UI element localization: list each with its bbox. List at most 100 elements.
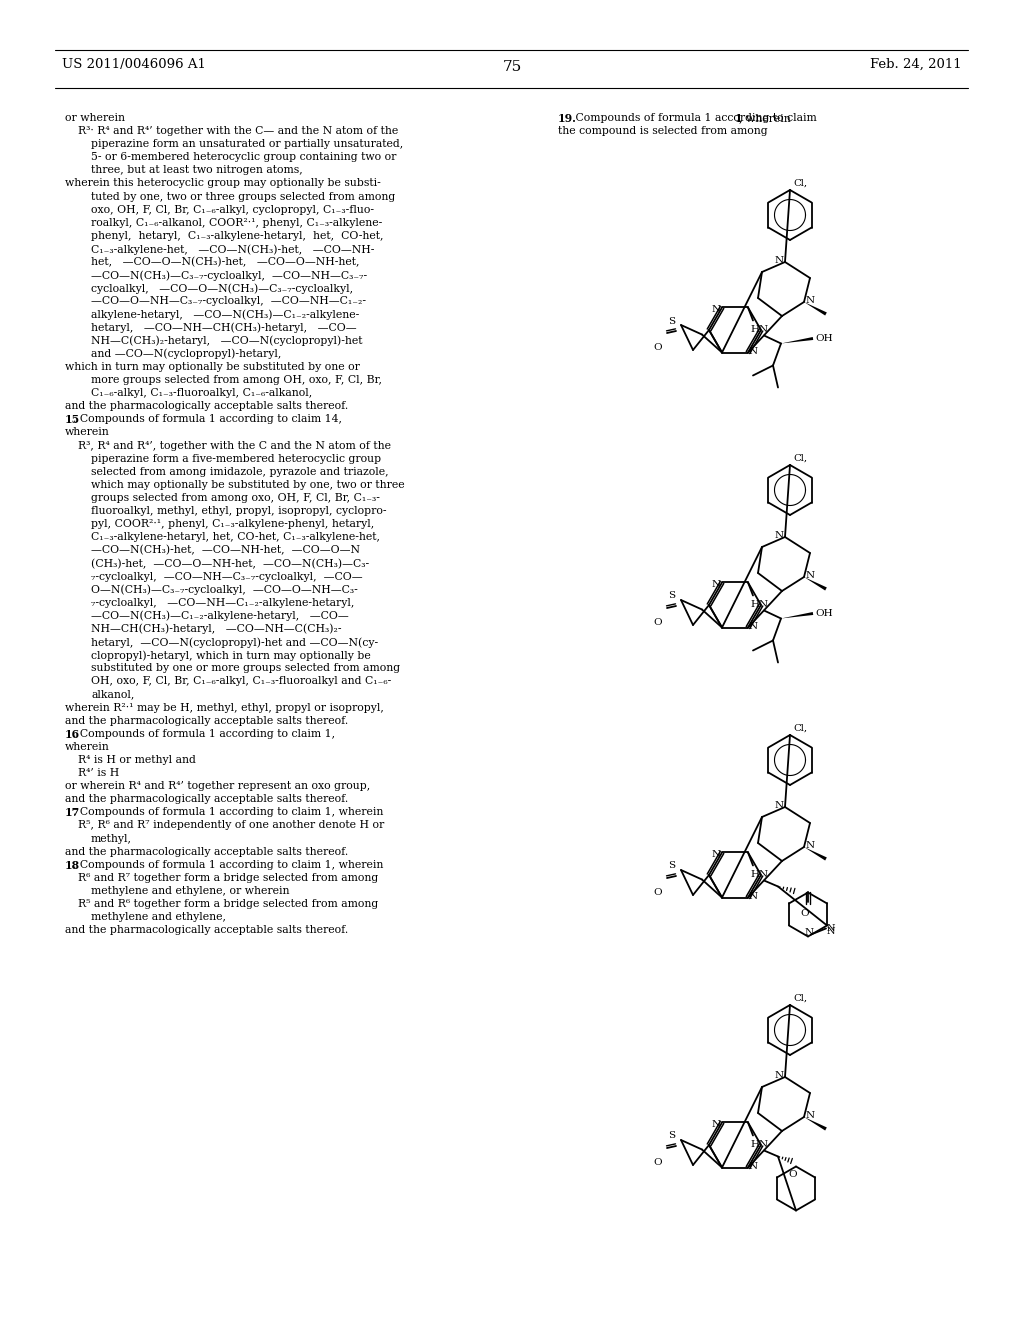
Text: N: N (712, 305, 721, 314)
Text: O: O (653, 343, 663, 352)
Text: C₁₋₃-alkylene-hetaryl, het, CO-het, C₁₋₃-alkylene-het,: C₁₋₃-alkylene-hetaryl, het, CO-het, C₁₋₃… (91, 532, 380, 543)
Text: 75: 75 (503, 59, 521, 74)
Text: S: S (669, 591, 676, 601)
Text: 1: 1 (734, 114, 742, 124)
Text: 19.: 19. (558, 114, 577, 124)
Text: Feb. 24, 2011: Feb. 24, 2011 (870, 58, 962, 71)
Text: . Compounds of formula 1 according to claim 14,: . Compounds of formula 1 according to cl… (73, 414, 342, 424)
Text: ₇-cycloalkyl,  —CO—NH—C₃₋₇-cycloalkyl,  —CO—: ₇-cycloalkyl, —CO—NH—C₃₋₇-cycloalkyl, —C… (91, 572, 362, 582)
Text: —CO—N(CH₃)—C₁₋₂-alkylene-hetaryl,   —CO—: —CO—N(CH₃)—C₁₋₂-alkylene-hetaryl, —CO— (91, 611, 349, 622)
Text: C₁₋₃-alkylene-het,   —CO—N(CH₃)-het,   —CO—NH-: C₁₋₃-alkylene-het, —CO—N(CH₃)-het, —CO—N… (91, 244, 375, 255)
Text: OH: OH (815, 334, 833, 343)
Text: HN: HN (750, 870, 768, 879)
Text: more groups selected from among OH, oxo, F, Cl, Br,: more groups selected from among OH, oxo,… (91, 375, 382, 385)
Text: phenyl,  hetaryl,  C₁₋₃-alkylene-hetaryl,  het,  CO-het,: phenyl, hetaryl, C₁₋₃-alkylene-hetaryl, … (91, 231, 384, 240)
Text: N: N (712, 581, 721, 590)
Text: N: N (805, 928, 813, 937)
Text: and —CO—N(cyclopropyl)-hetaryl,: and —CO—N(cyclopropyl)-hetaryl, (91, 348, 282, 359)
Text: S: S (669, 317, 676, 326)
Text: N: N (749, 622, 758, 631)
Text: Cl,: Cl, (793, 994, 807, 1003)
Text: 5- or 6-membered heterocyclic group containing two or: 5- or 6-membered heterocyclic group cont… (91, 152, 396, 162)
Text: R⁴ is H or methyl and: R⁴ is H or methyl and (78, 755, 196, 764)
Text: Cl,: Cl, (793, 454, 807, 463)
Text: R⁵ and R⁶ together form a bridge selected from among: R⁵ and R⁶ together form a bridge selecte… (78, 899, 378, 909)
Text: NH—C(CH₃)₂-hetaryl,   —CO—N(cyclopropyl)-het: NH—C(CH₃)₂-hetaryl, —CO—N(cyclopropyl)-h… (91, 335, 362, 346)
Text: N: N (749, 1162, 758, 1171)
Text: O: O (653, 618, 663, 627)
Text: hetaryl,  —CO—N(cyclopropyl)-het and —CO—N(cy-: hetaryl, —CO—N(cyclopropyl)-het and —CO—… (91, 638, 378, 648)
Text: wherein: wherein (65, 428, 110, 437)
Polygon shape (804, 302, 826, 315)
Text: —CO—N(CH₃)-het,  —CO—NH-het,  —CO—O—N: —CO—N(CH₃)-het, —CO—NH-het, —CO—O—N (91, 545, 360, 556)
Polygon shape (804, 847, 826, 861)
Text: pyl, COOR²·¹, phenyl, C₁₋₃-alkylene-phenyl, hetaryl,: pyl, COOR²·¹, phenyl, C₁₋₃-alkylene-phen… (91, 519, 374, 529)
Text: Compounds of formula 1 according to claim: Compounds of formula 1 according to clai… (572, 114, 820, 123)
Text: O: O (801, 909, 809, 919)
Text: N: N (712, 1121, 721, 1130)
Text: N: N (806, 572, 815, 579)
Text: R⁶ and R⁷ together form a bridge selected from among: R⁶ and R⁷ together form a bridge selecte… (78, 873, 378, 883)
Text: Cl,: Cl, (793, 180, 807, 187)
Text: clopropyl)-hetaryl, which in turn may optionally be: clopropyl)-hetaryl, which in turn may op… (91, 651, 371, 661)
Text: fluoroalkyl, methyl, ethyl, propyl, isopropyl, cyclopro-: fluoroalkyl, methyl, ethyl, propyl, isop… (91, 506, 386, 516)
Polygon shape (781, 337, 813, 343)
Text: HN: HN (750, 1140, 768, 1150)
Text: S: S (669, 1131, 676, 1140)
Text: N: N (775, 801, 784, 810)
Text: methylene and ethylene, or wherein: methylene and ethylene, or wherein (91, 886, 290, 896)
Text: three, but at least two nitrogen atoms,: three, but at least two nitrogen atoms, (91, 165, 303, 176)
Text: O—N(CH₃)—C₃₋₇-cycloalkyl,  —CO—O—NH—C₃-: O—N(CH₃)—C₃₋₇-cycloalkyl, —CO—O—NH—C₃- (91, 585, 357, 595)
Text: wherein R²·¹ may be H, methyl, ethyl, propyl or isopropyl,: wherein R²·¹ may be H, methyl, ethyl, pr… (65, 702, 384, 713)
Polygon shape (804, 577, 826, 590)
Text: N: N (775, 256, 784, 265)
Text: N: N (749, 891, 758, 900)
Text: S: S (669, 862, 676, 870)
Text: N: N (806, 296, 815, 305)
Text: roalkyl, C₁₋₆-alkanol, COOR²·¹, phenyl, C₁₋₃-alkylene-: roalkyl, C₁₋₆-alkanol, COOR²·¹, phenyl, … (91, 218, 382, 228)
Text: substituted by one or more groups selected from among: substituted by one or more groups select… (91, 663, 400, 673)
Text: and the pharmacologically acceptable salts thereof.: and the pharmacologically acceptable sal… (65, 846, 348, 857)
Text: US 2011/0046096 A1: US 2011/0046096 A1 (62, 58, 206, 71)
Text: and the pharmacologically acceptable salts thereof.: and the pharmacologically acceptable sal… (65, 715, 348, 726)
Text: het,   —CO—O—N(CH₃)-het,   —CO—O—NH-het,: het, —CO—O—N(CH₃)-het, —CO—O—NH-het, (91, 257, 359, 268)
Text: wherein this heterocyclic group may optionally be substi-: wherein this heterocyclic group may opti… (65, 178, 381, 189)
Text: methyl,: methyl, (91, 833, 132, 843)
Text: Cl,: Cl, (793, 723, 807, 733)
Text: alkylene-hetaryl,   —CO—N(CH₃)—C₁₋₂-alkylene-: alkylene-hetaryl, —CO—N(CH₃)—C₁₋₂-alkyle… (91, 309, 359, 319)
Text: 18: 18 (65, 859, 80, 871)
Text: piperazine form a five-membered heterocyclic group: piperazine form a five-membered heterocy… (91, 454, 381, 463)
Text: N: N (827, 928, 836, 936)
Text: or wherein R⁴ and R⁴’ together represent an oxo group,: or wherein R⁴ and R⁴’ together represent… (65, 781, 371, 791)
Polygon shape (804, 1117, 826, 1130)
Text: N: N (775, 531, 784, 540)
Text: alkanol,: alkanol, (91, 689, 134, 700)
Text: N: N (775, 1071, 784, 1080)
Text: , wherein: , wherein (738, 114, 791, 123)
Text: N: N (827, 924, 836, 933)
Text: (CH₃)-het,  —CO—O—NH-het,  —CO—N(CH₃)—C₃-: (CH₃)-het, —CO—O—NH-het, —CO—N(CH₃)—C₃- (91, 558, 369, 569)
Text: OH, oxo, F, Cl, Br, C₁₋₆-alkyl, C₁₋₃-fluoroalkyl and C₁₋₆-: OH, oxo, F, Cl, Br, C₁₋₆-alkyl, C₁₋₃-flu… (91, 676, 391, 686)
Text: R⁴’ is H: R⁴’ is H (78, 768, 119, 777)
Text: ₇-cycloalkyl,   —CO—NH—C₁₋₂-alkylene-hetaryl,: ₇-cycloalkyl, —CO—NH—C₁₋₂-alkylene-hetar… (91, 598, 354, 607)
Text: —CO—O—NH—C₃₋₇-cycloalkyl,  —CO—NH—C₁₋₂-: —CO—O—NH—C₃₋₇-cycloalkyl, —CO—NH—C₁₋₂- (91, 297, 366, 306)
Text: HN: HN (750, 601, 768, 610)
Text: N: N (806, 1111, 815, 1119)
Text: . Compounds of formula 1 according to claim 1,: . Compounds of formula 1 according to cl… (73, 729, 335, 739)
Text: oxo, OH, F, Cl, Br, C₁₋₆-alkyl, cyclopropyl, C₁₋₃-fluo-: oxo, OH, F, Cl, Br, C₁₋₆-alkyl, cyclopro… (91, 205, 374, 215)
Text: O: O (788, 1171, 798, 1180)
Text: which may optionally be substituted by one, two or three: which may optionally be substituted by o… (91, 479, 404, 490)
Text: NH—CH(CH₃)-hetaryl,   —CO—NH—C(CH₃)₂-: NH—CH(CH₃)-hetaryl, —CO—NH—C(CH₃)₂- (91, 624, 341, 635)
Text: and the pharmacologically acceptable salts thereof.: and the pharmacologically acceptable sal… (65, 401, 348, 412)
Text: OH: OH (815, 610, 833, 619)
Polygon shape (781, 612, 813, 619)
Text: and the pharmacologically acceptable salts thereof.: and the pharmacologically acceptable sal… (65, 925, 348, 935)
Text: and the pharmacologically acceptable salts thereof.: and the pharmacologically acceptable sal… (65, 795, 348, 804)
Text: . Compounds of formula 1 according to claim 1, wherein: . Compounds of formula 1 according to cl… (73, 859, 383, 870)
Text: . Compounds of formula 1 according to claim 1, wherein: . Compounds of formula 1 according to cl… (73, 808, 383, 817)
Text: hetaryl,   —CO—NH—CH(CH₃)-hetaryl,   —CO—: hetaryl, —CO—NH—CH(CH₃)-hetaryl, —CO— (91, 322, 356, 333)
Text: 15: 15 (65, 414, 80, 425)
Text: N: N (749, 347, 758, 355)
Text: HN: HN (750, 326, 768, 334)
Text: —CO—N(CH₃)—C₃₋₇-cycloalkyl,  —CO—NH—C₃₋₇-: —CO—N(CH₃)—C₃₋₇-cycloalkyl, —CO—NH—C₃₋₇- (91, 271, 368, 281)
